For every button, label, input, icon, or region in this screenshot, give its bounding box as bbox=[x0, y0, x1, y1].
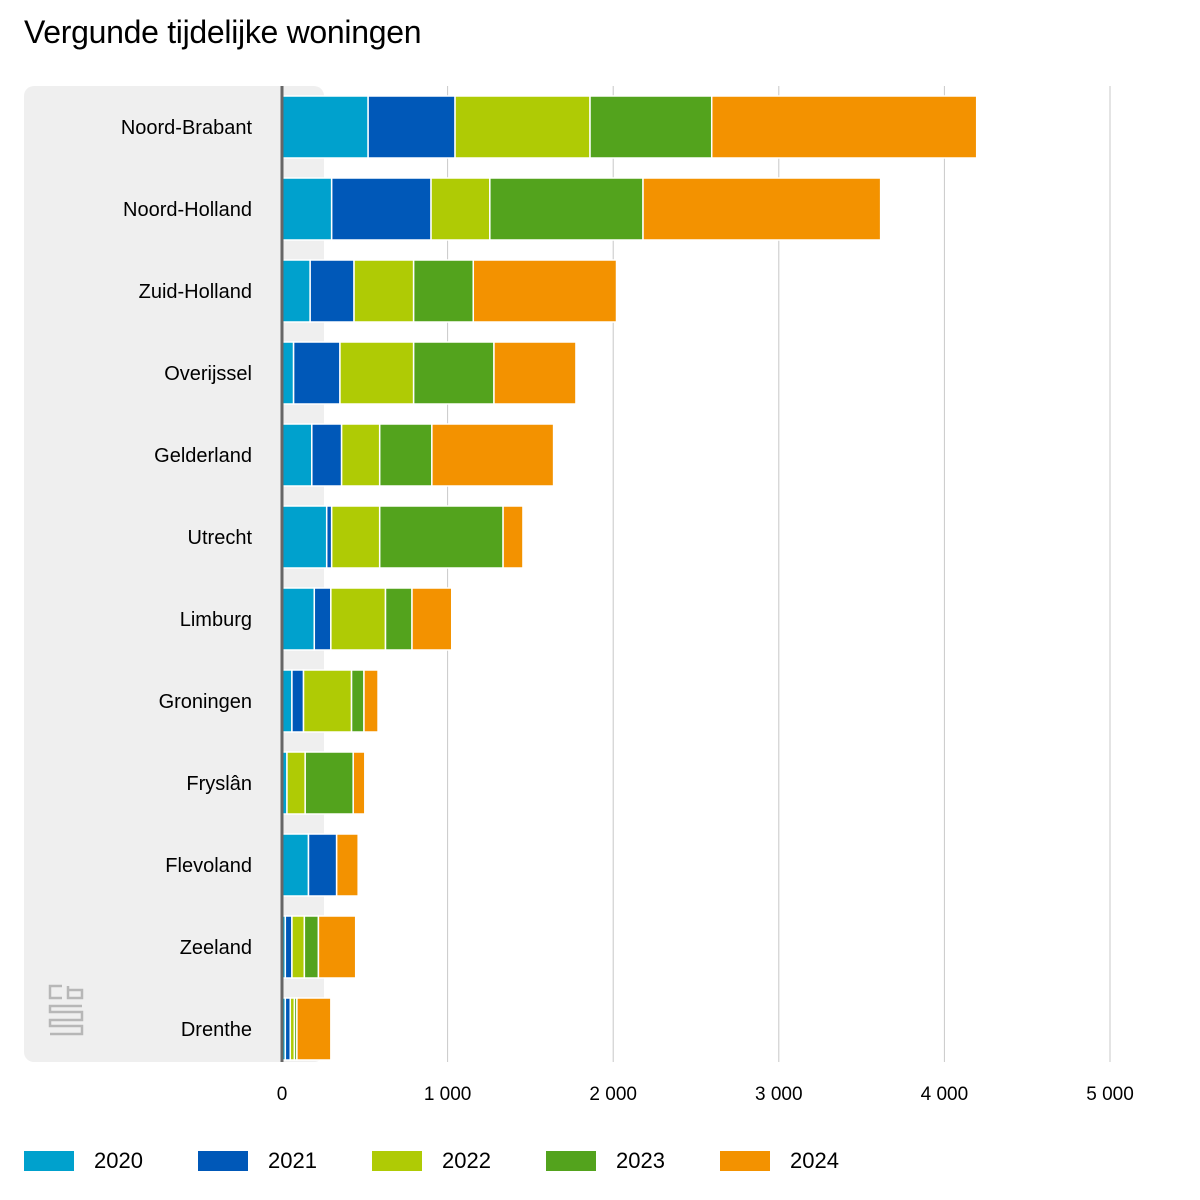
bar-segment bbox=[311, 423, 343, 487]
bar-segment bbox=[330, 505, 381, 569]
category-label: Noord-Holland bbox=[123, 199, 252, 221]
x-tick-label: 4 000 bbox=[921, 1084, 969, 1105]
bar-segment bbox=[281, 423, 313, 487]
grid-layer bbox=[447, 86, 1111, 1062]
category-panel bbox=[24, 86, 324, 1062]
legend-swatch bbox=[24, 1151, 74, 1171]
category-label: Zeeland bbox=[180, 937, 252, 959]
bar-segment bbox=[411, 587, 453, 651]
bar-segment bbox=[642, 177, 882, 241]
bar-segment bbox=[412, 259, 475, 323]
x-tick-label: 0 bbox=[277, 1084, 288, 1105]
bar-segment bbox=[281, 587, 316, 651]
bar-segment bbox=[284, 915, 293, 979]
legend-label: 2020 bbox=[94, 1148, 143, 1173]
category-label: Fryslân bbox=[186, 773, 252, 795]
category-label: Groningen bbox=[159, 691, 252, 713]
bar-segment bbox=[304, 751, 354, 815]
bar-segment bbox=[502, 505, 524, 569]
bar-segment bbox=[710, 95, 978, 159]
legend-swatch bbox=[546, 1151, 596, 1171]
bar-segment bbox=[353, 259, 415, 323]
category-label: Utrecht bbox=[188, 527, 253, 549]
bar-segment bbox=[378, 505, 504, 569]
bar-segment bbox=[472, 259, 618, 323]
bar-segment bbox=[335, 833, 359, 897]
bar-segment bbox=[412, 341, 495, 405]
bar-segment bbox=[352, 751, 366, 815]
bar-segment bbox=[313, 587, 332, 651]
category-label: Overijssel bbox=[164, 363, 252, 385]
bar-segment bbox=[307, 833, 338, 897]
bar-segment bbox=[454, 95, 591, 159]
category-label: Gelderland bbox=[154, 445, 252, 467]
bar-segment bbox=[493, 341, 577, 405]
x-tick-label: 3 000 bbox=[755, 1084, 803, 1105]
bar-segment bbox=[339, 341, 415, 405]
category-label: Zuid-Holland bbox=[139, 281, 252, 303]
bar-segment bbox=[296, 997, 332, 1061]
bar-segment bbox=[384, 587, 413, 651]
bar-segment bbox=[363, 669, 379, 733]
legend-item: 2022 bbox=[372, 1148, 546, 1174]
legend-label: 2022 bbox=[442, 1148, 491, 1173]
legend-item: 2024 bbox=[720, 1148, 894, 1174]
bar-segment bbox=[367, 95, 456, 159]
bar-segment bbox=[291, 669, 305, 733]
chart-title: Vergunde tijdelijke woningen bbox=[24, 14, 422, 50]
bar-segment bbox=[281, 177, 333, 241]
bar-segment bbox=[281, 259, 311, 323]
bar-segment bbox=[330, 587, 387, 651]
x-tick-label: 1 000 bbox=[424, 1084, 472, 1105]
category-label: Flevoland bbox=[165, 855, 252, 877]
bar-segment bbox=[431, 423, 555, 487]
bar-segment bbox=[489, 177, 644, 241]
category-label: Noord-Brabant bbox=[121, 117, 253, 139]
bar-segment bbox=[378, 423, 433, 487]
bar-segment bbox=[291, 915, 306, 979]
bar-segment bbox=[281, 95, 369, 159]
labels-layer: Noord-Brabant Noord-Holland Zuid-Holland Ov… bbox=[121, 117, 253, 1041]
x-tick-label: 2 000 bbox=[589, 1084, 637, 1105]
bar-segment bbox=[330, 177, 432, 241]
legend-label: 2024 bbox=[790, 1148, 839, 1173]
bars-layer bbox=[281, 95, 978, 1061]
legend-swatch bbox=[372, 1151, 422, 1171]
bar-segment bbox=[350, 669, 365, 733]
category-label: Drenthe bbox=[181, 1019, 252, 1041]
bar-segment bbox=[317, 915, 357, 979]
legend-label: 2023 bbox=[616, 1148, 665, 1173]
x-tick-label: 5 000 bbox=[1086, 1084, 1134, 1105]
legend-item: 2023 bbox=[546, 1148, 720, 1174]
bar-segment bbox=[589, 95, 713, 159]
bar-segment bbox=[281, 505, 328, 569]
legend-item: 2020 bbox=[24, 1148, 198, 1174]
legend-item: 2021 bbox=[198, 1148, 372, 1174]
legend-swatch bbox=[720, 1151, 770, 1171]
bar-segment bbox=[303, 915, 320, 979]
bar-segment bbox=[281, 833, 310, 897]
category-label: Limburg bbox=[180, 609, 252, 631]
ticks-layer: 0 1 000 2 000 3 000 4 000 5 000 bbox=[277, 1084, 1134, 1105]
bar-segment bbox=[309, 259, 355, 323]
legend: 2020 2021 2022 2023 2024 bbox=[24, 1148, 894, 1174]
bar-segment bbox=[430, 177, 491, 241]
bar-segment bbox=[292, 341, 341, 405]
legend-label: 2021 bbox=[268, 1148, 317, 1173]
bar-segment bbox=[281, 341, 295, 405]
cbs-logo-icon bbox=[48, 984, 84, 1036]
legend-swatch bbox=[198, 1151, 248, 1171]
bar-segment bbox=[340, 423, 381, 487]
bar-segment bbox=[286, 751, 306, 815]
bar-segment bbox=[302, 669, 353, 733]
